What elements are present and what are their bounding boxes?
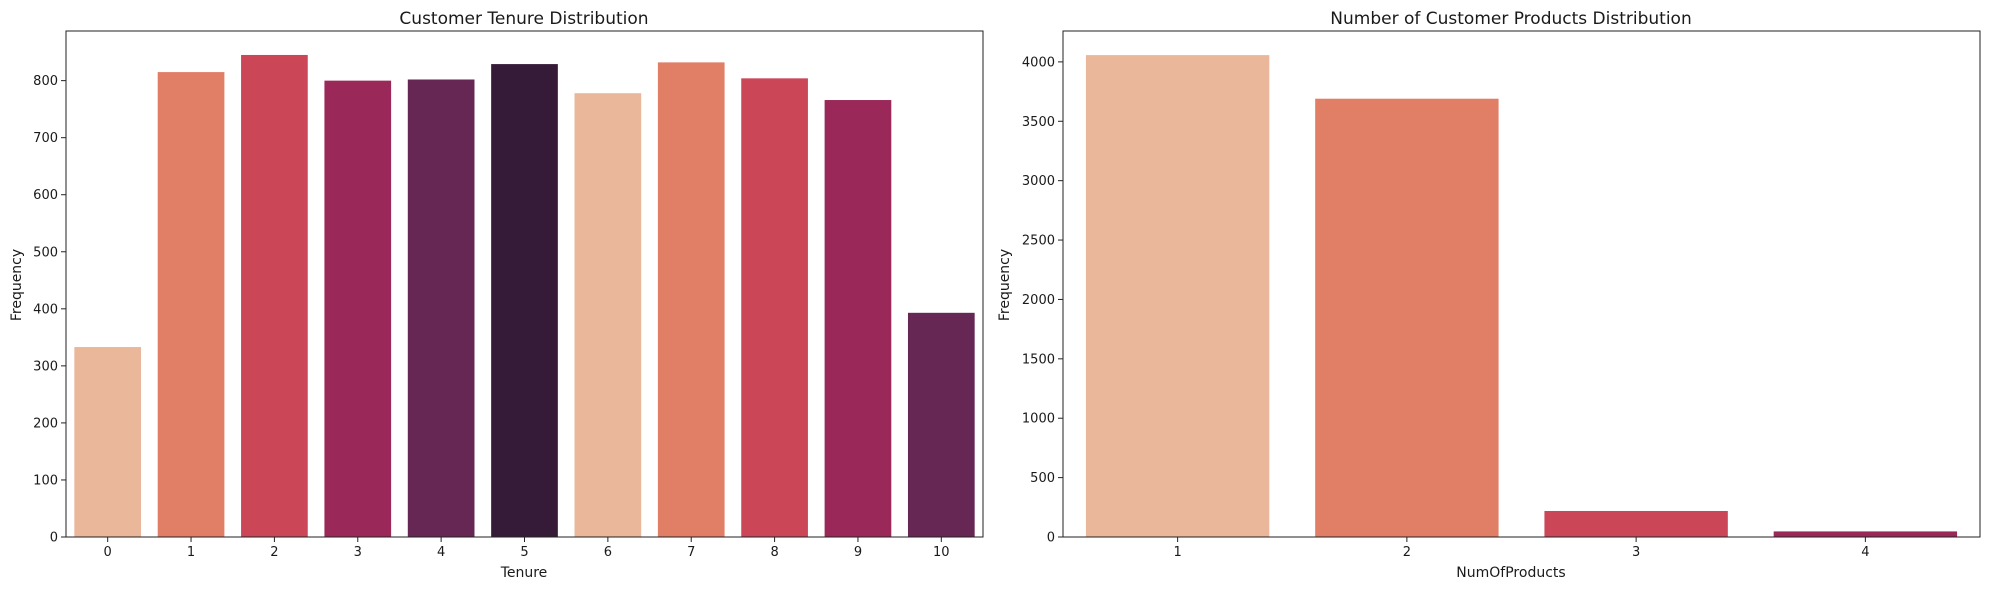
- x-tick-label: 3: [354, 545, 362, 560]
- bar-2: [241, 54, 308, 538]
- y-tick-label: 200: [33, 416, 58, 431]
- x-axis-label: NumOfProducts: [1456, 565, 1565, 581]
- y-tick-label: 3500: [1022, 115, 1055, 130]
- y-tick-label: 600: [33, 188, 58, 203]
- x-tick-label: 9: [854, 545, 862, 560]
- x-tick-label: 7: [687, 545, 695, 560]
- y-tick-label: 100: [33, 473, 58, 488]
- plot-frame: [1062, 30, 1981, 538]
- y-tick-label: 300: [33, 359, 58, 374]
- bar-4: [407, 79, 475, 537]
- tenure-chart: Customer Tenure Distribution Frequency T…: [9, 9, 984, 581]
- bar-5: [491, 64, 558, 538]
- y-tick-label: 1500: [1022, 352, 1055, 367]
- bar-1: [157, 72, 225, 538]
- x-tick-label: 4: [437, 545, 445, 560]
- bar-3: [324, 80, 392, 537]
- x-tick-label: 5: [520, 545, 528, 560]
- chart-title: Number of Customer Products Distribution: [1330, 9, 1691, 29]
- bar-4: [1773, 531, 1958, 537]
- y-axis-label: Frequency: [9, 249, 25, 321]
- y-tick-label: 0: [50, 531, 58, 546]
- x-tick-label: 6: [604, 545, 612, 560]
- bars: [1085, 55, 1958, 537]
- y-tick-label: 2000: [1022, 293, 1055, 308]
- x-tick-label: 2: [1403, 545, 1411, 560]
- x-tick-label: 8: [770, 545, 778, 560]
- bar-7: [657, 62, 725, 537]
- x-tick-label: 0: [104, 545, 112, 560]
- y-tick-label: 400: [33, 302, 58, 317]
- y-tick-label: 700: [33, 131, 58, 146]
- bar-2: [1315, 98, 1499, 537]
- y-tick-label: 4000: [1022, 55, 1055, 70]
- x-tick-label: 3: [1632, 545, 1640, 560]
- x-tick-label: 2: [270, 545, 278, 560]
- y-axis-label: Frequency: [997, 249, 1013, 321]
- x-tick-label: 4: [1861, 545, 1869, 560]
- y-tick-label: 3000: [1022, 174, 1055, 189]
- bar-10: [907, 312, 975, 537]
- chart-title: Customer Tenure Distribution: [399, 9, 648, 29]
- y-tick-label: 2500: [1022, 234, 1055, 249]
- y-tick-label: 500: [33, 245, 58, 260]
- y-tick-label: 500: [1030, 471, 1055, 486]
- bar-9: [824, 100, 892, 537]
- x-tick-label: 10: [933, 545, 950, 560]
- y-tick-label: 800: [33, 74, 58, 89]
- bar-6: [574, 93, 642, 537]
- y-tick-label: 1000: [1022, 412, 1055, 427]
- plot-frame: [65, 30, 984, 538]
- y-tick-label: 0: [1047, 531, 1055, 546]
- x-tick-label: 1: [187, 545, 195, 560]
- x-axis-label: Tenure: [500, 565, 548, 581]
- bar-1: [1085, 55, 1270, 537]
- x-tick-label: 1: [1173, 545, 1181, 560]
- bar-0: [74, 347, 142, 537]
- products-chart: Number of Customer Products Distribution…: [997, 9, 1981, 581]
- ticks: 1 2 3 4 0 500 1000 1500 2000 2500 3000 3500 4000: [1022, 55, 1870, 560]
- bar-8: [741, 78, 808, 538]
- bars: [74, 54, 975, 538]
- bar-3: [1544, 510, 1728, 537]
